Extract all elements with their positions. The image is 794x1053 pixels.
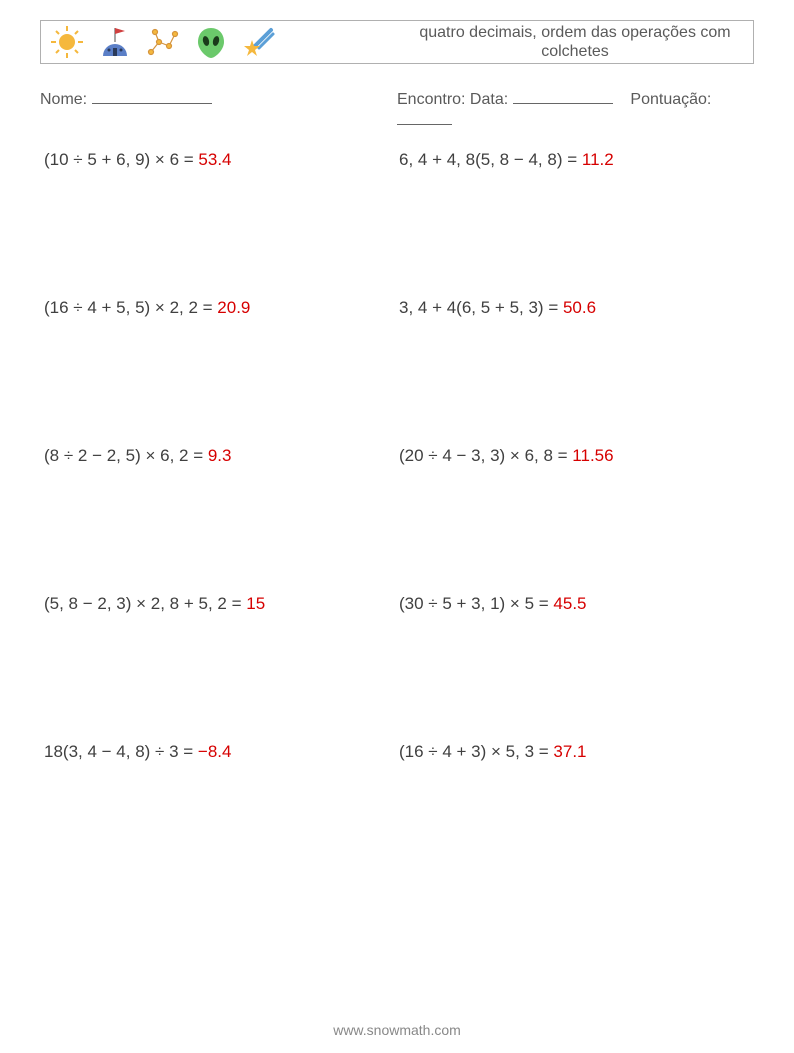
expression: 18(3, 4 − 4, 8) ÷ 3 = [44,742,198,761]
answer: 11.2 [582,150,614,169]
worksheet-title: quatro decimais, ordem das operações com… [397,21,753,63]
expression: (16 ÷ 4 + 5, 5) × 2, 2 = [44,298,217,317]
nome-field: Nome: [40,88,397,130]
expression: (10 ÷ 5 + 6, 9) × 6 = [44,150,198,169]
problem-row: (16 ÷ 4 + 5, 5) × 2, 2 = 20.9 3, 4 + 4(6… [44,298,754,318]
alien-icon [193,24,229,60]
encontro-field: Encontro: Data: Pontuação: [397,88,754,130]
problem-row: (10 ÷ 5 + 6, 9) × 6 = 53.4 6, 4 + 4, 8(5… [44,150,754,170]
problem-row: 18(3, 4 − 4, 8) ÷ 3 = −8.4 (16 ÷ 4 + 3) … [44,742,754,762]
header-box: quatro decimais, ordem das operações com… [40,20,754,64]
answer: 37.1 [553,742,586,761]
expression: (30 ÷ 5 + 3, 1) × 5 = [399,594,553,613]
problem: (10 ÷ 5 + 6, 9) × 6 = 53.4 [44,150,399,170]
problem: 6, 4 + 4, 8(5, 8 − 4, 8) = 11.2 [399,150,754,170]
nome-blank [92,88,212,104]
answer: 50.6 [563,298,596,317]
castle-icon [97,24,133,60]
shooting-star-icon [241,24,277,60]
problem: (20 ÷ 4 − 3, 3) × 6, 8 = 11.56 [399,446,754,466]
footer-url: www.snowmath.com [0,1022,794,1038]
expression: (20 ÷ 4 − 3, 3) × 6, 8 = [399,446,572,465]
encontro-label: Encontro: Data: [397,91,508,108]
problem: (16 ÷ 4 + 3) × 5, 3 = 37.1 [399,742,754,762]
answer: −8.4 [198,742,232,761]
icons-area [41,21,397,63]
problem-row: (8 ÷ 2 − 2, 5) × 6, 2 = 9.3 (20 ÷ 4 − 3,… [44,446,754,466]
problem: (5, 8 − 2, 3) × 2, 8 + 5, 2 = 15 [44,594,399,614]
answer: 11.56 [572,446,613,465]
problem: 3, 4 + 4(6, 5 + 5, 3) = 50.6 [399,298,754,318]
constellation-icon [145,24,181,60]
answer: 15 [246,594,265,613]
answer: 53.4 [198,150,231,169]
expression: 3, 4 + 4(6, 5 + 5, 3) = [399,298,563,317]
nome-label: Nome: [40,91,87,108]
answer: 20.9 [217,298,250,317]
pontuacao-blank [397,109,452,125]
problems-grid: (10 ÷ 5 + 6, 9) × 6 = 53.4 6, 4 + 4, 8(5… [44,150,754,890]
problem: (16 ÷ 4 + 5, 5) × 2, 2 = 20.9 [44,298,399,318]
expression: 6, 4 + 4, 8(5, 8 − 4, 8) = [399,150,582,169]
problem: (30 ÷ 5 + 3, 1) × 5 = 45.5 [399,594,754,614]
problem: (8 ÷ 2 − 2, 5) × 6, 2 = 9.3 [44,446,399,466]
answer: 45.5 [553,594,586,613]
answer: 9.3 [208,446,232,465]
expression: (5, 8 − 2, 3) × 2, 8 + 5, 2 = [44,594,246,613]
expression: (16 ÷ 4 + 3) × 5, 3 = [399,742,553,761]
expression: (8 ÷ 2 − 2, 5) × 6, 2 = [44,446,208,465]
sun-icon [49,24,85,60]
problem-row: (5, 8 − 2, 3) × 2, 8 + 5, 2 = 15 (30 ÷ 5… [44,594,754,614]
data-blank [513,88,613,104]
problem: 18(3, 4 − 4, 8) ÷ 3 = −8.4 [44,742,399,762]
pontuacao-label: Pontuação: [630,91,711,108]
info-row: Nome: Encontro: Data: Pontuação: [40,88,754,130]
